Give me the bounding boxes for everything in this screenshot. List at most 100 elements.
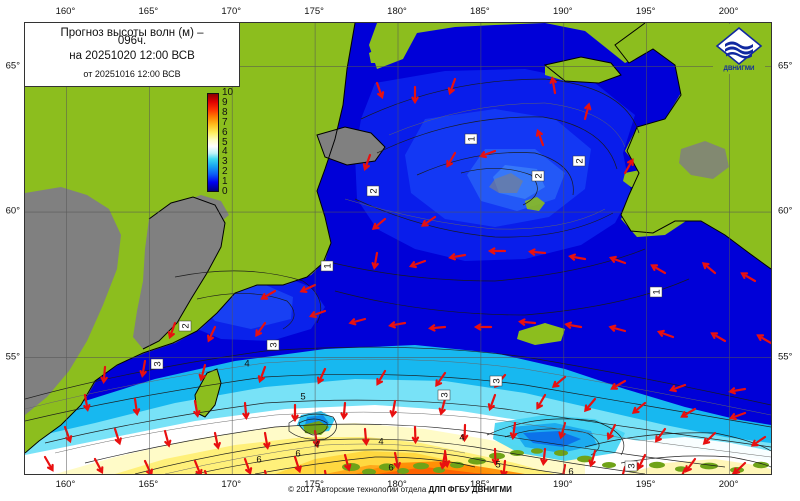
wave-direction-arrow — [257, 365, 267, 384]
wave-direction-arrow — [540, 447, 548, 466]
wave-direction-arrow — [564, 321, 583, 329]
copyright-line: © 2017 Авторские технологии отдела ДЛП Ф… — [0, 485, 800, 494]
svg-text:6: 6 — [295, 449, 300, 460]
contour-label: 2 — [572, 155, 586, 167]
lat-label-right: 60° — [778, 205, 793, 217]
wave-direction-arrow — [447, 77, 457, 96]
svg-text:3: 3 — [440, 392, 451, 397]
wave-direction-arrow — [362, 427, 370, 446]
contour-label: 2 — [366, 185, 380, 197]
wave-direction-arrow — [701, 262, 717, 275]
wave-direction-arrow — [654, 427, 667, 443]
logo-waves — [725, 41, 753, 59]
colorbar: 10 9 8 7 6 5 4 3 2 1 0 — [207, 88, 233, 197]
lon-label-top: 195° — [635, 6, 656, 17]
wave-direction-arrow — [308, 309, 327, 319]
wave-direction-arrow — [681, 467, 687, 474]
svg-text:5: 5 — [300, 392, 305, 403]
lon-label-bottom: 160° — [55, 479, 76, 490]
wave-direction-arrow — [263, 469, 267, 474]
wave-direction-arrow — [243, 457, 253, 474]
graticule — [25, 23, 771, 474]
svg-text:6: 6 — [256, 455, 261, 466]
wave-direction-arrow — [728, 411, 747, 421]
wave-direction-arrow — [143, 459, 153, 474]
wave-direction-arrow — [680, 407, 697, 418]
contour-label: 1 — [464, 133, 478, 145]
upland-chukotka — [317, 127, 385, 165]
upland-kamchatka — [133, 197, 225, 349]
forecast-title-line2: 096ч. — [117, 35, 147, 47]
wave-direction-arrow — [750, 435, 767, 447]
wave-direction-arrow — [139, 359, 147, 378]
contour-label: 1 — [320, 260, 334, 272]
wave-direction-arrow — [213, 431, 221, 450]
lon-label-top: 170° — [221, 6, 242, 17]
contour-label: 2 — [531, 170, 545, 182]
colorbar-ticks: 10 9 8 7 6 5 4 3 2 1 0 — [222, 88, 234, 197]
wave-direction-arrow — [435, 371, 447, 388]
wave-direction-arrow — [740, 272, 757, 283]
wave-direction-arrow — [371, 217, 387, 230]
wave-direction-arrow — [528, 248, 547, 256]
wave-direction-arrow — [650, 264, 667, 275]
contour-label: 5 — [495, 460, 500, 471]
colorbar-tick: 7 — [222, 116, 228, 128]
contour-label: 3 — [150, 358, 164, 370]
lon-label-bottom: 195° — [635, 479, 656, 490]
wave-direction-arrow — [656, 329, 675, 339]
wave-direction-arrow — [439, 451, 447, 470]
upland-kamchatka-head — [175, 195, 229, 225]
colorbar-tick: 4 — [222, 146, 228, 158]
wave-direction-arrow — [702, 431, 717, 445]
wave-direction-arrow — [500, 459, 508, 474]
colorbar-gradient — [207, 93, 219, 192]
contour-label: 4 — [459, 433, 464, 444]
wave-direction-arrow — [684, 457, 697, 473]
lon-label-bottom: 165° — [138, 479, 159, 490]
wave-direction-arrow — [100, 365, 108, 384]
svg-text:5: 5 — [495, 460, 500, 471]
contour-label: 3 — [437, 389, 451, 401]
svg-text:3: 3 — [492, 378, 503, 383]
colorbar-tick: 5 — [222, 136, 228, 148]
wave-direction-arrow — [487, 393, 497, 412]
wave-direction-arrow — [584, 397, 597, 413]
svg-text:4: 4 — [378, 437, 383, 448]
wave-direction-arrow — [487, 247, 507, 255]
wave-direction-arrow — [438, 397, 447, 416]
landmasses — [25, 23, 771, 474]
island-small-n — [369, 47, 391, 63]
wave-direction-arrow — [260, 289, 277, 300]
svg-text:3: 3 — [627, 463, 638, 468]
wave-direction-arrow — [93, 457, 104, 474]
svg-text:6: 6 — [568, 467, 573, 474]
wave-direction-arrow — [411, 425, 420, 445]
wave-direction-arrow — [263, 431, 271, 450]
svg-text:2: 2 — [575, 158, 586, 163]
forecast-issue-time: от 20251016 12:00 ВСВ — [83, 69, 181, 79]
wave-direction-arrow — [606, 423, 617, 441]
wave-direction-arrow — [323, 469, 327, 474]
wave-direction-arrow — [549, 76, 557, 95]
band-blue-se — [523, 431, 581, 447]
forecast-valid-time: на 20251020 12:00 ВСВ — [69, 50, 195, 62]
wave-direction-arrow — [113, 427, 122, 446]
wave-direction-arrow — [291, 403, 299, 423]
dvnigmi-logo[interactable]: ДВНИГМИ — [713, 24, 765, 74]
contour-label: 1 — [649, 286, 663, 298]
lat-label-right: 55° — [778, 351, 793, 363]
wave-direction-arrow — [535, 128, 545, 147]
wave-direction-arrow — [536, 393, 547, 410]
wave-direction-arrow — [731, 469, 737, 474]
lon-label-bottom: 175° — [304, 479, 324, 490]
svg-text:1: 1 — [652, 289, 663, 294]
svg-text:2: 2 — [369, 188, 380, 193]
wave-direction-arrow — [63, 425, 73, 444]
lat-label-left: 60° — [5, 205, 20, 217]
wave-direction-arrow — [448, 253, 467, 261]
contour-label: 4 — [378, 437, 383, 448]
